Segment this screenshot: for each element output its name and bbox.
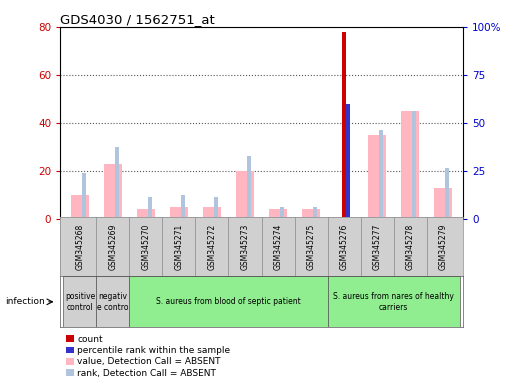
Bar — [368, 135, 386, 219]
Bar — [104, 164, 122, 219]
Bar — [96, 276, 130, 327]
Text: GSM345272: GSM345272 — [208, 223, 217, 270]
Bar — [327, 276, 460, 327]
Bar — [130, 276, 327, 327]
Bar — [379, 130, 383, 219]
Text: GDS4030 / 1562751_at: GDS4030 / 1562751_at — [60, 13, 215, 26]
Bar — [342, 31, 346, 219]
Bar — [170, 207, 188, 219]
Bar — [412, 111, 416, 219]
Bar — [203, 207, 221, 219]
Text: GSM345271: GSM345271 — [175, 223, 184, 270]
Bar — [236, 171, 254, 219]
Bar — [214, 197, 218, 219]
Bar — [247, 157, 251, 219]
Bar — [82, 173, 86, 219]
Text: GSM345275: GSM345275 — [306, 223, 315, 270]
Text: GSM345269: GSM345269 — [108, 223, 118, 270]
Text: S. aureus from nares of healthy
carriers: S. aureus from nares of healthy carriers — [333, 292, 454, 311]
Text: infection: infection — [5, 297, 45, 306]
Text: positive
control: positive control — [65, 292, 95, 311]
Text: GSM345279: GSM345279 — [439, 223, 448, 270]
Bar — [137, 209, 155, 219]
Text: GSM345276: GSM345276 — [339, 223, 348, 270]
Text: S. aureus from blood of septic patient: S. aureus from blood of septic patient — [156, 297, 301, 306]
Text: GSM345277: GSM345277 — [372, 223, 382, 270]
Text: GSM345268: GSM345268 — [75, 223, 84, 270]
Text: GSM345274: GSM345274 — [274, 223, 282, 270]
Text: negativ
e contro: negativ e contro — [97, 292, 129, 311]
Bar — [302, 209, 320, 219]
Text: GSM345278: GSM345278 — [405, 223, 415, 270]
Bar — [401, 111, 419, 219]
Legend: count, percentile rank within the sample, value, Detection Call = ABSENT, rank, : count, percentile rank within the sample… — [65, 333, 232, 379]
Bar — [181, 195, 185, 219]
Bar — [434, 188, 452, 219]
Text: GSM345270: GSM345270 — [141, 223, 151, 270]
Bar — [115, 147, 119, 219]
Bar — [313, 207, 317, 219]
Bar — [280, 207, 284, 219]
Bar — [71, 195, 89, 219]
Bar — [63, 276, 96, 327]
Bar — [269, 209, 287, 219]
Bar — [445, 169, 449, 219]
Bar — [346, 104, 350, 219]
Text: GSM345273: GSM345273 — [241, 223, 249, 270]
Bar — [148, 197, 152, 219]
